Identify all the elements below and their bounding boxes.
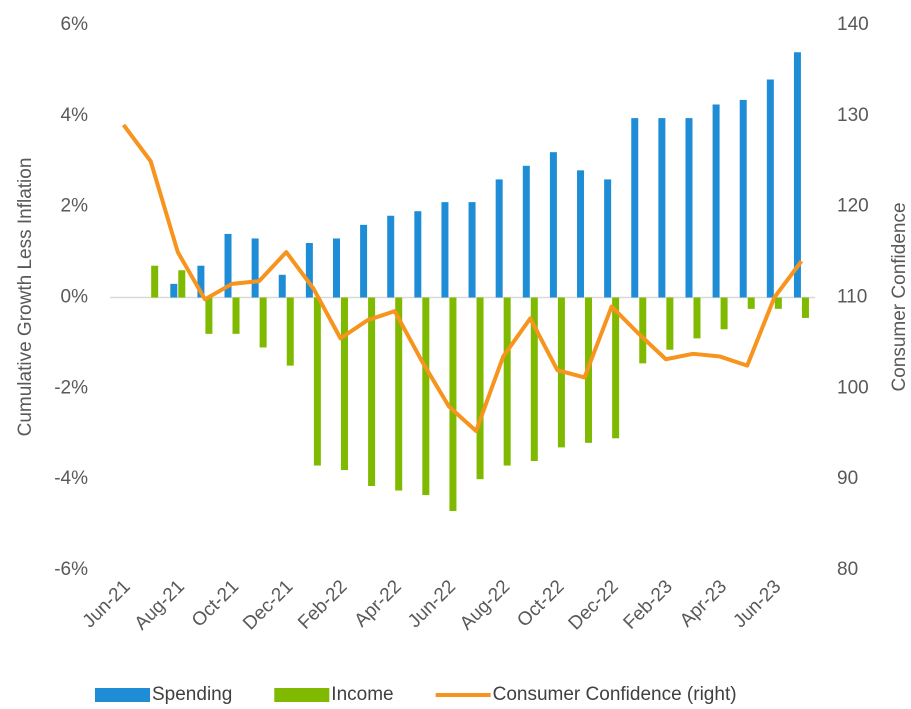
bar bbox=[549, 152, 557, 298]
y-tick-label: 0% bbox=[61, 287, 89, 308]
y-tick-label: -4% bbox=[54, 468, 88, 489]
legend-label: Consumer Confidence (right) bbox=[493, 684, 737, 705]
bar bbox=[224, 233, 232, 298]
bar bbox=[468, 202, 476, 298]
x-tick-label: Dec-22 bbox=[565, 576, 623, 634]
x-tick-label: Apr-23 bbox=[676, 576, 731, 631]
bar bbox=[604, 179, 612, 298]
bar bbox=[631, 118, 639, 298]
bar bbox=[793, 52, 801, 298]
y-axis-title: Cumulative Growth Less Inflation bbox=[15, 158, 36, 437]
bar bbox=[577, 170, 585, 298]
x-tick-label: Aug-21 bbox=[131, 576, 189, 634]
bar bbox=[340, 297, 348, 471]
y-tick-label: 4% bbox=[61, 105, 89, 126]
bar bbox=[639, 297, 647, 364]
x-tick-label: Jun-22 bbox=[404, 576, 460, 632]
x-tick-label: Oct-22 bbox=[513, 576, 568, 631]
bar bbox=[720, 297, 728, 330]
y-tick-label: 6% bbox=[61, 14, 89, 35]
y2-tick-label: 110 bbox=[837, 287, 867, 308]
bar bbox=[368, 297, 376, 486]
bar bbox=[178, 270, 186, 298]
x-tick-label: Feb-23 bbox=[620, 576, 677, 633]
legend-swatch bbox=[274, 688, 330, 702]
bar bbox=[530, 297, 538, 461]
bar bbox=[305, 243, 313, 298]
y-tick-label: -2% bbox=[54, 377, 88, 398]
bar bbox=[495, 179, 503, 298]
y-tick-label: 2% bbox=[61, 196, 89, 217]
bar bbox=[197, 265, 205, 298]
bar bbox=[422, 297, 430, 496]
bar bbox=[685, 118, 693, 298]
bar bbox=[612, 297, 620, 439]
x-tick-label: Oct-21 bbox=[188, 576, 243, 631]
x-tick-label: Aug-22 bbox=[456, 576, 514, 634]
legend-swatch bbox=[95, 688, 150, 702]
bar bbox=[693, 297, 701, 339]
line bbox=[121, 123, 804, 434]
bar bbox=[658, 118, 666, 298]
bar bbox=[259, 297, 267, 348]
bar bbox=[232, 297, 240, 334]
bar bbox=[151, 265, 159, 298]
bar bbox=[170, 283, 178, 298]
x-tick-label: Jun-23 bbox=[729, 576, 785, 632]
bar bbox=[712, 104, 720, 298]
bar bbox=[747, 297, 755, 309]
bar bbox=[503, 297, 511, 466]
bar bbox=[251, 238, 259, 298]
bar bbox=[286, 297, 294, 366]
y2-tick-label: 80 bbox=[837, 559, 858, 580]
bar bbox=[449, 297, 457, 511]
bar bbox=[414, 211, 422, 298]
bar bbox=[766, 79, 774, 298]
y2-tick-label: 90 bbox=[837, 468, 858, 489]
x-tick-label: Feb-22 bbox=[294, 576, 351, 633]
bar bbox=[313, 297, 321, 466]
bar bbox=[476, 297, 484, 480]
y2-tick-label: 100 bbox=[837, 377, 869, 398]
bar bbox=[522, 165, 530, 298]
legend-label: Spending bbox=[152, 684, 232, 705]
bar bbox=[360, 224, 368, 298]
y2-tick-label: 130 bbox=[837, 105, 869, 126]
bar bbox=[739, 99, 747, 298]
bar bbox=[395, 297, 403, 491]
x-tick-label: Dec-21 bbox=[239, 576, 297, 634]
x-tick-label: Jun-21 bbox=[79, 576, 135, 632]
y-tick-label: -6% bbox=[54, 559, 88, 580]
bar bbox=[278, 274, 286, 298]
bar bbox=[387, 215, 395, 298]
y2-tick-label: 120 bbox=[837, 196, 869, 217]
bar bbox=[441, 202, 449, 298]
bar bbox=[801, 297, 809, 318]
y2-tick-label: 140 bbox=[837, 14, 869, 35]
x-tick-label: Apr-22 bbox=[351, 576, 406, 631]
bar bbox=[774, 297, 782, 309]
bar bbox=[205, 297, 213, 334]
y2-axis-title: Consumer Confidence bbox=[889, 202, 910, 391]
bar bbox=[666, 297, 674, 350]
legend-label: Income bbox=[331, 684, 393, 705]
bar bbox=[332, 238, 340, 298]
